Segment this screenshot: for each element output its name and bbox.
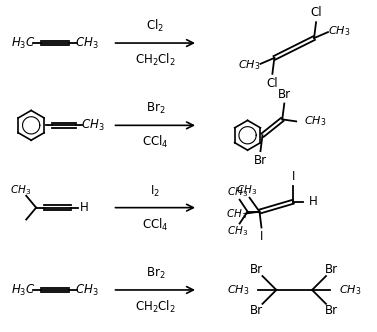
- Text: H: H: [309, 195, 318, 208]
- Text: Cl: Cl: [310, 6, 322, 19]
- Text: $CH_3$: $CH_3$: [81, 118, 104, 133]
- Text: $CH_3$: $CH_3$: [226, 208, 247, 221]
- Text: $CH_3$: $CH_3$: [238, 58, 261, 72]
- Text: Br: Br: [325, 304, 339, 317]
- Text: Br: Br: [250, 263, 263, 276]
- Text: $H_3C$: $H_3C$: [11, 283, 35, 297]
- Text: Cl: Cl: [267, 77, 278, 90]
- Text: CCl$_4$: CCl$_4$: [142, 216, 169, 233]
- Text: I$_2$: I$_2$: [150, 184, 160, 199]
- Text: Br: Br: [325, 263, 339, 276]
- Text: Br: Br: [254, 154, 267, 167]
- Text: $CH_3$: $CH_3$: [75, 283, 98, 297]
- Text: $H_3C$: $H_3C$: [11, 36, 35, 50]
- Text: I: I: [291, 170, 295, 183]
- Text: $CH_3$: $CH_3$: [75, 36, 98, 50]
- Text: CCl$_4$: CCl$_4$: [142, 134, 169, 150]
- Text: $CH_3$: $CH_3$: [328, 24, 350, 38]
- Text: $CH_3$: $CH_3$: [10, 183, 31, 197]
- Text: $CH_3$: $CH_3$: [227, 283, 250, 297]
- Text: CH$_2$Cl$_2$: CH$_2$Cl$_2$: [135, 299, 176, 315]
- Text: Br$_2$: Br$_2$: [146, 266, 165, 281]
- Text: $CH_3$: $CH_3$: [227, 185, 248, 199]
- Text: $CH_3$: $CH_3$: [339, 283, 361, 297]
- Text: Cl$_2$: Cl$_2$: [146, 18, 164, 34]
- Text: I: I: [260, 230, 263, 243]
- Text: CH$_2$Cl$_2$: CH$_2$Cl$_2$: [135, 52, 176, 68]
- Text: $CH_3$: $CH_3$: [227, 224, 248, 238]
- Text: $CH_3$: $CH_3$: [236, 183, 257, 197]
- Text: Br: Br: [250, 304, 263, 317]
- Text: Br$_2$: Br$_2$: [146, 101, 165, 117]
- Text: Br: Br: [278, 88, 291, 101]
- Text: H: H: [80, 201, 88, 214]
- Text: $CH_3$: $CH_3$: [304, 115, 326, 128]
